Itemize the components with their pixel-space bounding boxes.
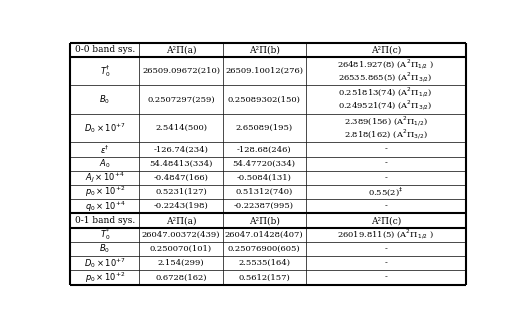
Text: $D_0 \times 10^{+7}$: $D_0 \times 10^{+7}$	[84, 121, 126, 135]
Text: A²Π(a): A²Π(a)	[166, 45, 196, 54]
Text: 54.47720(334): 54.47720(334)	[233, 160, 295, 168]
Text: $p_0 \times 10^{+2}$: $p_0 \times 10^{+2}$	[85, 185, 125, 199]
Text: -0.22387(995): -0.22387(995)	[234, 202, 294, 210]
Text: 54.48413(334): 54.48413(334)	[150, 160, 213, 168]
Text: -: -	[384, 245, 387, 253]
Text: 0-1 band sys.: 0-1 band sys.	[75, 216, 135, 225]
Text: A²Π(b): A²Π(b)	[248, 216, 279, 225]
Text: $A_J \times 10^{+4}$: $A_J \times 10^{+4}$	[85, 171, 124, 185]
Text: 0.251813(74) (A$^2$Π$_{1/2}$): 0.251813(74) (A$^2$Π$_{1/2}$)	[338, 86, 433, 100]
Text: 26481.927(8) (A$^2$Π$_{1/2}$ ): 26481.927(8) (A$^2$Π$_{1/2}$ )	[337, 57, 435, 72]
Text: A²Π(c): A²Π(c)	[371, 45, 401, 54]
Text: -: -	[384, 259, 387, 267]
Text: $q_0 \times 10^{+4}$: $q_0 \times 10^{+4}$	[85, 199, 125, 214]
Text: 2.389(156) (A$^2$Π$_{1/2}$): 2.389(156) (A$^2$Π$_{1/2}$)	[344, 114, 428, 129]
Text: 2.818(162) (A$^2$Π$_{3/2}$): 2.818(162) (A$^2$Π$_{3/2}$)	[344, 127, 428, 142]
Text: 0.5612(157): 0.5612(157)	[238, 273, 290, 282]
Text: -0.5084(131): -0.5084(131)	[236, 174, 291, 182]
Text: -126.74(234): -126.74(234)	[154, 145, 209, 153]
Text: 26019.811(5) (A$^2$Π$_{1/2}$ ): 26019.811(5) (A$^2$Π$_{1/2}$ )	[337, 228, 434, 242]
Text: -128.68(246): -128.68(246)	[237, 145, 291, 153]
Text: 0.25089302(150): 0.25089302(150)	[228, 96, 301, 104]
Text: -: -	[384, 160, 387, 168]
Text: A²Π(b): A²Π(b)	[248, 45, 279, 54]
Text: 2.65089(195): 2.65089(195)	[235, 124, 293, 132]
Text: -0.4847(166): -0.4847(166)	[154, 174, 209, 182]
Text: 26509.09672(210): 26509.09672(210)	[142, 67, 220, 75]
Text: 26535.865(5) (A$^2$Π$_{3/2}$): 26535.865(5) (A$^2$Π$_{3/2}$)	[338, 71, 433, 85]
Text: 26047.00372(439): 26047.00372(439)	[142, 231, 220, 239]
Text: $T_0^{\dagger}$: $T_0^{\dagger}$	[99, 63, 110, 79]
Text: 2.5414(500): 2.5414(500)	[155, 124, 207, 132]
Text: 0.5231(127): 0.5231(127)	[155, 188, 207, 196]
Text: 0.6728(162): 0.6728(162)	[155, 273, 207, 282]
Text: $A_0$: $A_0$	[99, 157, 110, 170]
Text: $B_0$: $B_0$	[99, 93, 110, 106]
Text: $\epsilon^{\dagger}$: $\epsilon^{\dagger}$	[100, 143, 110, 156]
Text: -0.2243(198): -0.2243(198)	[154, 202, 208, 210]
Text: $D_0 \times 10^{+7}$: $D_0 \times 10^{+7}$	[84, 256, 126, 270]
Text: 2.5535(164): 2.5535(164)	[238, 259, 290, 267]
Text: 2.154(299): 2.154(299)	[158, 259, 204, 267]
Text: -: -	[384, 174, 387, 182]
Text: 0.55(2)$^{\ddagger}$: 0.55(2)$^{\ddagger}$	[368, 186, 403, 199]
Text: 0.2507297(259): 0.2507297(259)	[147, 96, 215, 104]
Text: -: -	[384, 202, 387, 210]
Text: -: -	[384, 273, 387, 282]
Text: A²Π(a): A²Π(a)	[166, 216, 196, 225]
Text: A²Π(c): A²Π(c)	[371, 216, 401, 225]
Text: 0.249521(74) (A$^2$Π$_{3/2}$): 0.249521(74) (A$^2$Π$_{3/2}$)	[338, 99, 433, 113]
Text: -: -	[384, 145, 387, 153]
Text: 0.25076900(605): 0.25076900(605)	[228, 245, 300, 253]
Text: 0.51312(740): 0.51312(740)	[235, 188, 293, 196]
Text: 0.250070(101): 0.250070(101)	[150, 245, 212, 253]
Text: 0-0 band sys.: 0-0 band sys.	[75, 45, 135, 54]
Text: 26509.10012(276): 26509.10012(276)	[225, 67, 303, 75]
Text: $B_0$: $B_0$	[99, 243, 110, 255]
Text: $T_0^{*}$: $T_0^{*}$	[99, 227, 110, 242]
Text: 26047.01428(407): 26047.01428(407)	[225, 231, 303, 239]
Text: $p_0 \times 10^{+2}$: $p_0 \times 10^{+2}$	[85, 270, 125, 285]
